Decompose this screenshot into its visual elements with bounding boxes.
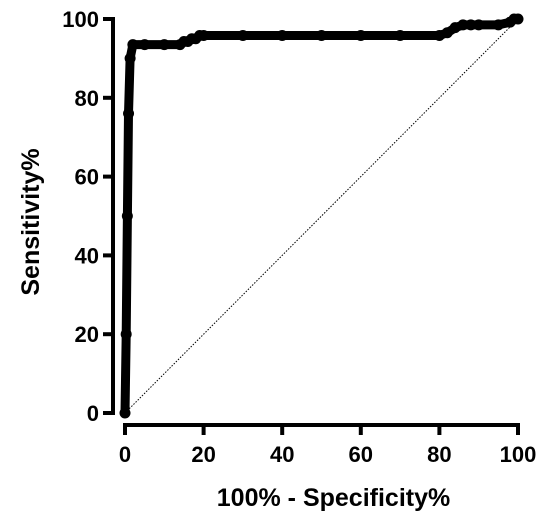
x-tick-label: 20 <box>191 442 215 467</box>
y-tick-label: 60 <box>75 165 99 190</box>
x-axis-title: 100% - Specificity% <box>217 484 450 512</box>
roc-curve-point <box>355 30 367 42</box>
roc-curve-point <box>473 19 485 31</box>
roc-curve-point <box>127 39 139 51</box>
roc-curve-point <box>316 30 327 42</box>
y-tick-label: 80 <box>75 86 99 111</box>
roc-curve-point <box>120 328 132 340</box>
x-tick-label: 80 <box>427 442 451 467</box>
roc-curve-line <box>120 14 523 418</box>
x-tick-label: 40 <box>270 442 294 467</box>
y-tick-label: 20 <box>75 322 99 347</box>
y-tick-label: 0 <box>87 401 99 426</box>
y-tick-label: 100 <box>62 7 99 32</box>
roc-curve-point <box>276 30 288 42</box>
x-axis-ticks: 0 20 40 60 80 100 <box>119 425 536 467</box>
roc-curve-point <box>441 27 453 39</box>
roc-curve-point <box>139 39 151 51</box>
roc-curve-point <box>198 30 210 42</box>
y-axis-ticks: 0 20 40 60 80 100 <box>62 7 113 426</box>
roc-curve-point <box>394 30 406 42</box>
x-tick-label: 60 <box>349 442 373 467</box>
x-tick-label: 100 <box>500 442 537 467</box>
roc-curve-point <box>158 39 170 51</box>
y-tick-label: 40 <box>75 243 99 268</box>
roc-curve-point <box>492 19 504 31</box>
roc-curve-point <box>457 19 469 31</box>
y-axis-title: Sensitivity% <box>17 148 45 295</box>
roc-curve-point <box>465 19 477 31</box>
x-tick-label: 0 <box>119 442 131 467</box>
reference-diagonal-line <box>124 18 519 414</box>
roc-curve-point <box>123 108 135 120</box>
roc-curve-point <box>121 210 133 222</box>
roc-curve-point <box>237 30 249 42</box>
axes: 0 20 40 60 80 100 0 20 40 60 80 100 <box>62 7 536 467</box>
roc-curve-point <box>124 52 136 64</box>
plot-area <box>119 13 524 419</box>
